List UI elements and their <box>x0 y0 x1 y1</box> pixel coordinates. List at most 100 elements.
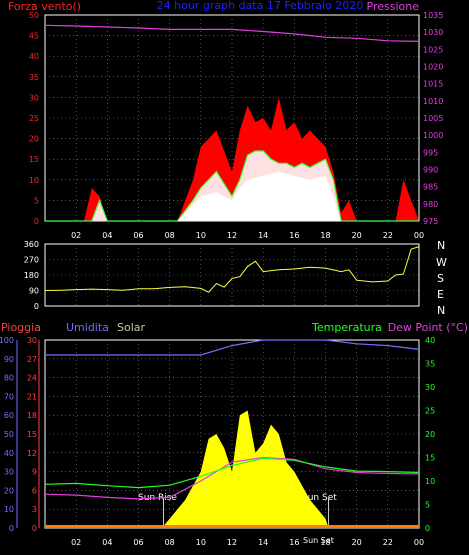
wind-chart-xtick: 02 <box>71 231 81 240</box>
wind-chart-xtick: 16 <box>289 231 299 240</box>
wind-ytick: 30 <box>29 93 39 102</box>
direction-ytick: 90 <box>29 287 39 296</box>
pressure-ytick: 1015 <box>423 80 443 89</box>
chart-title: 24 hour graph data 17 Febbraio 2020 <box>157 0 364 12</box>
wind-ytick: 50 <box>29 11 39 20</box>
climate-chart-xtick: 16 <box>289 538 299 547</box>
wind-chart-xtick: 18 <box>320 231 330 240</box>
pressure-ytick: 990 <box>423 166 438 175</box>
temperature-ytick: 40 <box>425 336 435 345</box>
wind-ytick: 25 <box>29 114 39 123</box>
humidity-ytick: 80 <box>4 374 14 383</box>
pressure-ytick: 1020 <box>423 63 443 72</box>
rain-ytick: 15 <box>27 430 37 439</box>
wind-line <box>45 150 419 222</box>
climate-chart-xtick: 06 <box>133 538 143 547</box>
average-area <box>45 171 419 221</box>
sun-set-label: Sun Set <box>302 493 337 503</box>
wind-ytick: 45 <box>29 32 39 41</box>
wind-chart-xtick: 00 <box>414 231 424 240</box>
temperature-ytick: 0 <box>425 524 430 533</box>
wind-chart-xtick: 14 <box>258 231 268 240</box>
wind-ytick: 40 <box>29 52 39 61</box>
legend-temperature: Temperatura <box>311 321 382 334</box>
humidity-ytick: 60 <box>4 411 14 420</box>
temperature-ytick: 35 <box>425 360 435 369</box>
humidity-ytick: 70 <box>4 392 14 401</box>
pressure-ytick: 1000 <box>423 131 443 140</box>
wind-ytick: 35 <box>29 73 39 82</box>
direction-letter: N <box>437 239 445 252</box>
wind-chart-xtick: 12 <box>227 231 237 240</box>
wind-chart-xtick: 08 <box>165 231 175 240</box>
temperature-ytick: 20 <box>425 430 435 439</box>
rain-ytick: 27 <box>27 355 37 364</box>
rain-ytick: 6 <box>32 486 37 495</box>
direction-letter: N <box>437 304 445 317</box>
wind-speed-label: Forza vento() <box>8 0 81 13</box>
climate-chart-xtick: 04 <box>102 538 112 547</box>
climate-chart-xtick: 00 <box>414 538 424 547</box>
humidity-ytick: 50 <box>4 430 14 439</box>
pressure-line <box>44 24 420 42</box>
pressure-ytick: 985 <box>423 183 438 192</box>
rain-ytick: 12 <box>27 449 37 458</box>
humidity-ytick: 100 <box>0 336 14 345</box>
humidity-ytick: 10 <box>4 505 14 514</box>
humidity-ytick: 40 <box>4 449 14 458</box>
wind-chart-xtick: 10 <box>196 231 206 240</box>
direction-ytick: 0 <box>34 302 39 311</box>
temperature-ytick: 5 <box>425 501 430 510</box>
pressure-ytick: 1025 <box>423 45 443 54</box>
direction-ytick: 180 <box>24 271 39 280</box>
rain-ytick: 18 <box>27 411 37 420</box>
wind-chart-xtick: 06 <box>133 231 143 240</box>
rain-ytick: 0 <box>32 524 37 533</box>
wind-chart-xtick: 20 <box>352 231 362 240</box>
wind-ytick: 0 <box>34 217 39 226</box>
climate-chart-xtick: 12 <box>227 538 237 547</box>
wind-ytick: 5 <box>34 196 39 205</box>
humidity-ytick: 0 <box>9 524 14 533</box>
humidity-ytick: 20 <box>4 486 14 495</box>
direction-letter: W <box>436 256 447 269</box>
temperature-ytick: 25 <box>425 407 435 416</box>
climate-chart-xtick: 20 <box>352 538 362 547</box>
temperature-ytick: 15 <box>425 454 435 463</box>
rain-ytick: 24 <box>27 374 37 383</box>
direction-line <box>44 246 420 293</box>
wind-ytick: 10 <box>29 176 39 185</box>
rain-ytick: 21 <box>27 392 37 401</box>
legend-rain: Pioggia <box>1 321 41 334</box>
pressure-label: Pressione <box>367 0 420 13</box>
climate-chart-xtick: 18 <box>320 538 330 547</box>
pressure-ytick: 980 <box>423 200 438 209</box>
legend-humidity: Umidita <box>66 321 109 334</box>
pressure-ytick: 975 <box>423 217 438 226</box>
pressure-ytick: 1030 <box>423 28 443 37</box>
direction-letter: E <box>437 288 444 301</box>
pressure-ytick: 1005 <box>423 114 443 123</box>
pressure-ytick: 995 <box>423 148 438 157</box>
climate-chart-xtick: 08 <box>165 538 175 547</box>
pressure-ytick: 1010 <box>423 97 443 106</box>
wind-ytick: 15 <box>29 155 39 164</box>
solar-area <box>161 410 329 528</box>
humidity-ytick: 30 <box>4 468 14 477</box>
climate-chart-xtick: 22 <box>383 538 393 547</box>
legend-dewpoint: Dew Point (°C) <box>388 321 468 334</box>
climate-chart-xtick: 02 <box>71 538 81 547</box>
rain-ytick: 3 <box>32 505 37 514</box>
direction-letter: S <box>437 272 444 285</box>
climate-chart-xtick: 10 <box>196 538 206 547</box>
direction-ytick: 360 <box>24 240 39 249</box>
direction-letters: N W S E N <box>436 239 447 317</box>
direction-ytick: 270 <box>24 256 39 265</box>
bottom-legend: Pioggia Umidita Solar Temperatura Dew Po… <box>1 321 468 334</box>
humidity-line <box>45 339 420 356</box>
legend-solar: Solar <box>117 321 146 334</box>
wind-chart-xtick: 22 <box>383 231 393 240</box>
temperature-ytick: 30 <box>425 383 435 392</box>
temperature-line <box>44 457 420 489</box>
